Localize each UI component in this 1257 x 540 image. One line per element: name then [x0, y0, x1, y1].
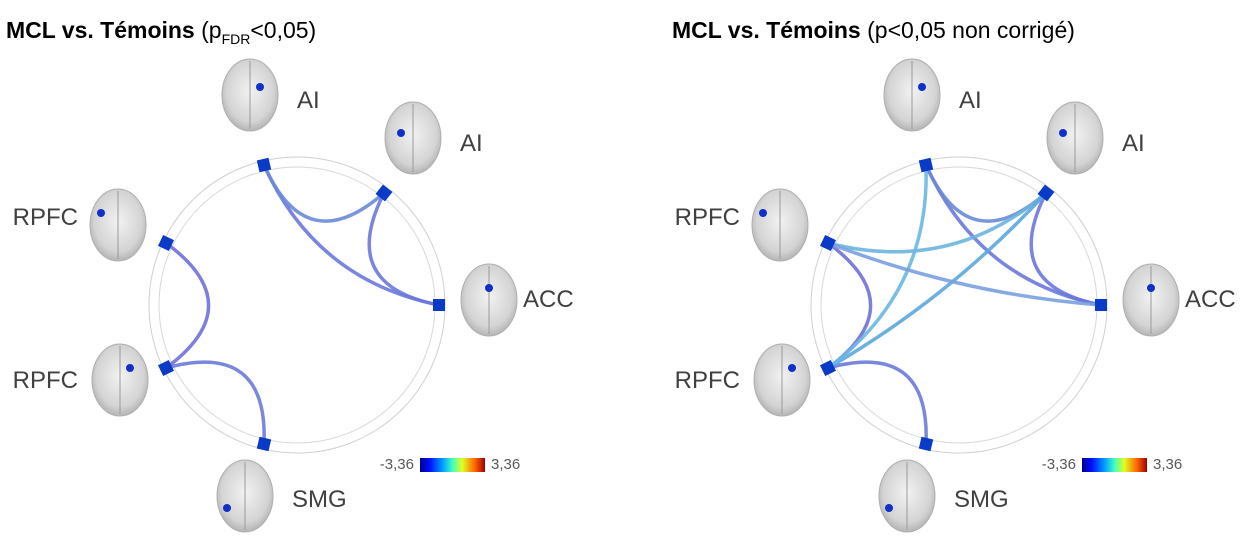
title-text: (p — [201, 17, 221, 43]
connection — [165, 360, 266, 445]
connection — [164, 241, 211, 370]
node — [375, 184, 393, 202]
node-label: RPFC — [13, 204, 78, 231]
roi-dot — [397, 129, 405, 137]
connection — [367, 192, 440, 307]
connection — [827, 191, 1048, 370]
roi-dot — [885, 504, 893, 512]
node — [256, 436, 272, 452]
panel: AI AI ACC RPFC RPFC SMG -3,36 3,36 — [675, 58, 1236, 533]
connection — [826, 164, 928, 370]
connection — [262, 164, 440, 307]
node — [157, 359, 175, 377]
roi-dot — [759, 209, 767, 217]
colorbar-min: -3,36 — [380, 456, 414, 473]
roi-dot — [485, 284, 493, 292]
colorbar — [420, 458, 485, 472]
roi-dot — [1147, 284, 1155, 292]
panel-title: MCL vs. Témoins (p<0,05 non corrigé) — [672, 17, 1075, 43]
node-label: AI — [460, 130, 483, 157]
connection — [827, 360, 928, 445]
title-subscript: FDR — [222, 31, 251, 47]
roi-dot — [1059, 129, 1067, 137]
connection — [827, 241, 1102, 307]
node — [1095, 299, 1107, 311]
colorbar-max: 3,36 — [491, 456, 520, 473]
roi-dot — [126, 364, 134, 372]
node — [158, 235, 174, 251]
title-text: <0,05) — [250, 17, 316, 43]
node-label: RPFC — [675, 204, 740, 231]
roi-dot — [918, 83, 926, 91]
panel-title: MCL vs. Témoins (pFDR<0,05) — [6, 17, 316, 47]
colorbar — [1082, 458, 1147, 472]
node-label: AI — [1122, 130, 1145, 157]
node — [819, 359, 837, 377]
colorbar-max: 3,36 — [1153, 456, 1182, 473]
title-bold: MCL vs. Témoins — [6, 17, 195, 43]
ring — [820, 166, 1098, 444]
node — [918, 157, 934, 173]
connection — [1029, 192, 1102, 307]
ring — [158, 166, 436, 444]
node-label: RPFC — [675, 367, 740, 394]
roi-dot — [223, 504, 231, 512]
node-label: ACC — [523, 286, 574, 313]
connection — [827, 191, 1048, 254]
node-label: AI — [959, 87, 982, 114]
node — [918, 436, 934, 452]
node-label: ACC — [1185, 286, 1236, 313]
ring — [148, 156, 446, 454]
node — [433, 299, 445, 311]
roi-dot — [97, 209, 105, 217]
ring — [810, 156, 1108, 454]
node — [256, 157, 272, 173]
colorbar-min: -3,36 — [1042, 456, 1076, 473]
title-text: (p<0,05 non corrigé) — [867, 17, 1075, 43]
node — [1037, 184, 1055, 202]
roi-dot — [256, 83, 264, 91]
node-label: SMG — [954, 486, 1009, 513]
node — [820, 235, 836, 251]
node-label: AI — [297, 87, 320, 114]
node-label: SMG — [292, 486, 347, 513]
roi-dot — [788, 364, 796, 372]
node-label: RPFC — [13, 367, 78, 394]
panels: AI AI ACC RPFC RPFC SMG -3,36 3,36 AI AI ACC RPFC RP… — [13, 58, 1236, 533]
connection — [262, 164, 386, 223]
panel: AI AI ACC RPFC RPFC SMG -3,36 3,36 — [13, 58, 574, 533]
title-bold: MCL vs. Témoins — [672, 17, 861, 43]
